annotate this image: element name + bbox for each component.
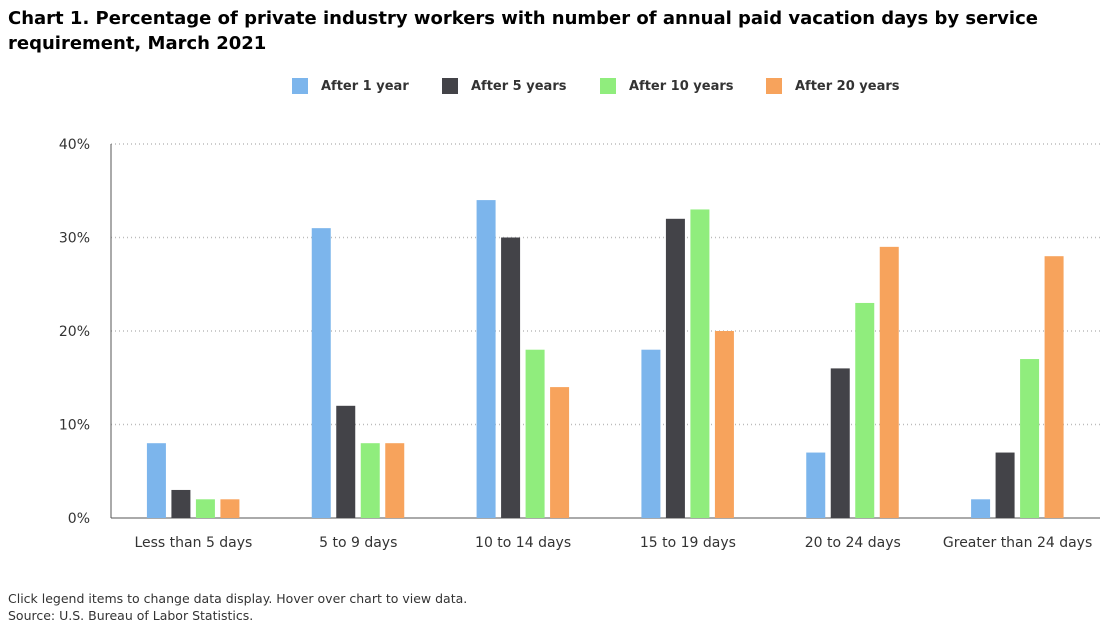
x-tick-label: Less than 5 days (134, 535, 252, 551)
bar[interactable] (714, 331, 734, 518)
x-tick-label: Greater than 24 days (943, 535, 1092, 551)
bar[interactable] (550, 387, 570, 518)
legend-label: After 10 years (629, 78, 734, 94)
bar[interactable] (385, 443, 405, 518)
legend-label: After 20 years (795, 78, 900, 94)
bar[interactable] (146, 443, 166, 518)
bar[interactable] (501, 237, 521, 519)
legend-swatch (442, 78, 458, 94)
footer: Click legend items to change data displa… (8, 590, 467, 624)
bar[interactable] (195, 499, 215, 518)
bar[interactable] (525, 349, 545, 518)
legend-label: After 1 year (321, 78, 409, 94)
legend-item[interactable]: After 1 year (292, 78, 409, 94)
x-tick-label: 10 to 14 days (475, 535, 571, 551)
bar[interactable] (830, 368, 850, 518)
bar[interactable] (220, 499, 240, 518)
plot-area[interactable]: 0% 10% 20% 30% 40% Less than 5 days 5 to 9 day… (0, 0, 1102, 560)
y-tick-label: 0% (68, 511, 90, 527)
legend: After 1 year After 5 years After 10 years A… (0, 78, 1102, 100)
bar[interactable] (360, 443, 380, 518)
y-tick-label: 40% (59, 137, 90, 153)
bar[interactable] (476, 200, 496, 518)
bar[interactable] (690, 209, 710, 518)
bar[interactable] (171, 489, 191, 518)
bar[interactable] (1020, 359, 1040, 518)
bar[interactable] (311, 228, 331, 518)
bar[interactable] (806, 452, 826, 518)
footer-source: Source: U.S. Bureau of Labor Statistics. (8, 608, 254, 623)
legend-swatch (766, 78, 782, 94)
bar[interactable] (641, 349, 661, 518)
x-tick-label: 15 to 19 days (640, 535, 736, 551)
chart-title: Chart 1. Percentage of private industry … (8, 8, 1038, 54)
legend-item[interactable]: After 5 years (442, 78, 566, 94)
bar[interactable] (971, 499, 991, 518)
bar[interactable] (855, 302, 875, 518)
legend-item[interactable]: After 10 years (600, 78, 734, 94)
y-tick-label: 30% (59, 231, 90, 247)
bar[interactable] (995, 452, 1015, 518)
bar[interactable] (879, 246, 899, 518)
y-tick-label: 20% (59, 324, 90, 340)
footer-note: Click legend items to change data displa… (8, 591, 468, 606)
bar[interactable] (336, 405, 356, 518)
bar[interactable] (1044, 256, 1064, 518)
legend-item[interactable]: After 20 years (766, 78, 900, 94)
y-tick-label: 10% (59, 418, 90, 434)
x-tick-label: 5 to 9 days (319, 535, 397, 551)
legend-swatch (292, 78, 308, 94)
legend-label: After 5 years (471, 78, 567, 94)
x-tick-label: 20 to 24 days (805, 535, 901, 551)
legend-swatch (600, 78, 616, 94)
bar[interactable] (665, 218, 685, 519)
